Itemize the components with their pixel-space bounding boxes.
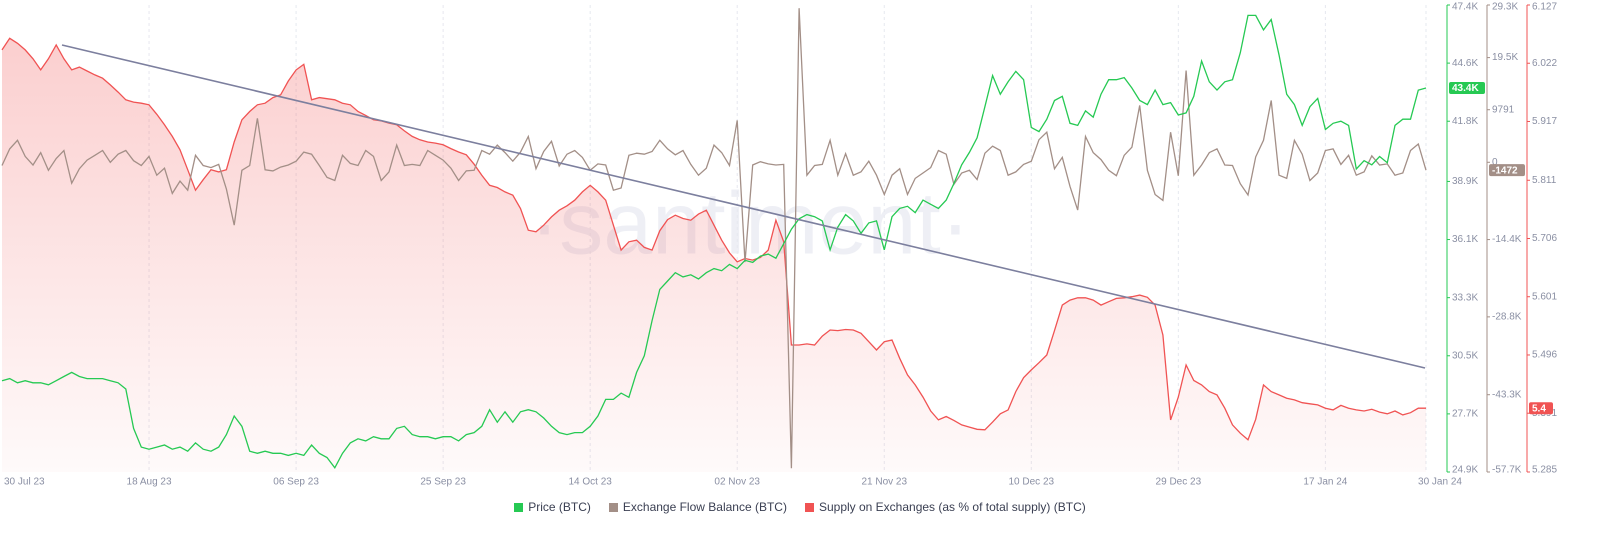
x-tick-label: 30 Jan 24 [1418,477,1462,488]
y-tick-label: 5.706 [1532,233,1557,244]
value-badge [1449,82,1485,95]
x-tick-label: 29 Dec 23 [1156,477,1202,488]
y-tick-label: 9791 [1492,104,1515,115]
y-tick-label: 19.5K [1492,52,1518,63]
y-tick-label: 47.4K [1452,2,1478,13]
y-tick-label: 27.7K [1452,409,1478,420]
area-fill [2,38,1426,473]
y-tick-label: 36.1K [1452,234,1478,245]
y-tick-label: 24.9K [1452,465,1478,476]
y-tick-label: 30.5K [1452,350,1478,361]
y-tick-label: 0 [1492,157,1498,168]
legend-item[interactable]: Price (BTC) [514,500,591,514]
y-tick-label: 5.496 [1532,350,1557,361]
legend-label: Exchange Flow Balance (BTC) [622,500,787,514]
y-tick-label: -43.3K [1492,389,1522,400]
y-tick-label: 6.127 [1532,2,1557,13]
legend-label: Price (BTC) [528,500,591,514]
x-tick-label: 02 Nov 23 [714,477,760,488]
value-badge-label: 5.4 [1532,403,1546,414]
legend-swatch [514,502,524,512]
x-tick-label: 14 Oct 23 [568,477,612,488]
y-tick-label: -28.8K [1492,312,1522,323]
x-tick-label: 25 Sep 23 [420,477,466,488]
y-tick-label: 5.811 [1532,175,1557,186]
y-tick-label: 5.601 [1532,291,1557,302]
trend-line [61,44,1426,369]
y-tick-label: 33.3K [1452,292,1478,303]
y-tick-label: 6.022 [1532,58,1557,69]
legend-swatch [608,502,618,512]
x-tick-label: 17 Jan 24 [1303,477,1347,488]
y-tick-label: 29.3K [1492,2,1518,13]
y-tick-label: 38.9K [1452,176,1478,187]
series-line [1,14,1427,470]
x-tick-label: 30 Jul 23 [4,477,45,488]
x-tick-label: 06 Sep 23 [273,477,319,488]
y-tick-label: 44.6K [1452,58,1478,69]
legend: Price (BTC) Exchange Flow Balance (BTC) Su… [0,500,1600,514]
y-tick-label: 41.8K [1452,116,1478,127]
y-tick-label: -57.7K [1492,465,1522,476]
x-tick-label: 21 Nov 23 [861,477,907,488]
series-line [1,37,1426,441]
x-tick-label: 10 Dec 23 [1009,477,1055,488]
value-badge-label: -1472 [1492,165,1518,176]
legend-item[interactable]: Supply on Exchanges (as % of total suppl… [804,500,1086,514]
legend-swatch [804,502,814,512]
y-tick-label: 5.285 [1532,465,1557,476]
legend-label: Supply on Exchanges (as % of total suppl… [818,500,1086,514]
chart: ·santiment· 30 Jul 23 18 Aug 23 06 Sep 23 2… [1,2,1557,488]
y-tick-label: -14.4K [1492,234,1522,245]
y-tick-label: 5.917 [1532,116,1557,127]
value-badge-label: 43.4K [1452,83,1479,94]
series-line [1,8,1427,469]
value-badge [1489,164,1525,177]
value-badge [1529,402,1553,415]
x-tick-label: 18 Aug 23 [127,477,172,488]
legend-item[interactable]: Exchange Flow Balance (BTC) [608,500,787,514]
